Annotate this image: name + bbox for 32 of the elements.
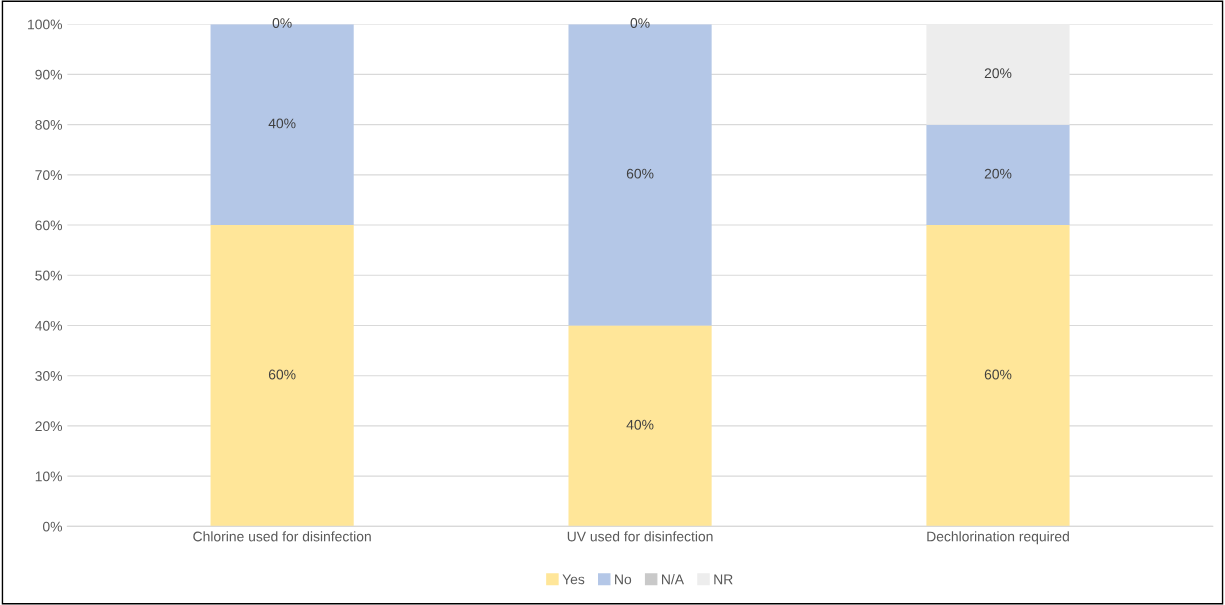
- data-label: 0%: [630, 18, 650, 28]
- legend-label: NR: [714, 574, 733, 585]
- bar: [568, 325, 712, 527]
- y-tick-label: 40%: [35, 320, 63, 331]
- y-tick-label: 90%: [35, 69, 63, 80]
- y-tick-label: 50%: [35, 270, 63, 281]
- x-tick-label: UV used for disinfection: [567, 531, 713, 542]
- data-label: 0%: [272, 18, 292, 28]
- bar: [210, 225, 354, 527]
- x-tick-label: Chlorine used for disinfection: [193, 531, 371, 542]
- data-label: 60%: [984, 369, 1012, 380]
- x-tick-label: Dechlorination required: [927, 531, 1069, 545]
- y-tick-label: 0%: [42, 521, 63, 532]
- y-tick-label: 20%: [35, 421, 63, 432]
- bar: [926, 124, 1070, 226]
- y-tick-label: 80%: [35, 119, 63, 130]
- legend-label: N/A: [662, 574, 685, 585]
- data-label: 60%: [268, 369, 296, 380]
- y-tick-label: 60%: [35, 220, 63, 231]
- data-label: 40%: [626, 419, 654, 430]
- y-tick-label: 100%: [28, 19, 63, 30]
- y-tick-label: 10%: [35, 471, 63, 482]
- data-label: 20%: [984, 68, 1012, 79]
- legend-label: No: [615, 574, 632, 585]
- bar: [926, 225, 1070, 527]
- bar: [926, 24, 1070, 125]
- data-label: 40%: [268, 118, 296, 129]
- data-label: 20%: [984, 168, 1012, 179]
- y-tick-label: 30%: [35, 371, 63, 381]
- data-label: 60%: [626, 168, 654, 179]
- y-tick-label: 70%: [35, 170, 63, 181]
- legend-label: Yes: [562, 574, 585, 585]
